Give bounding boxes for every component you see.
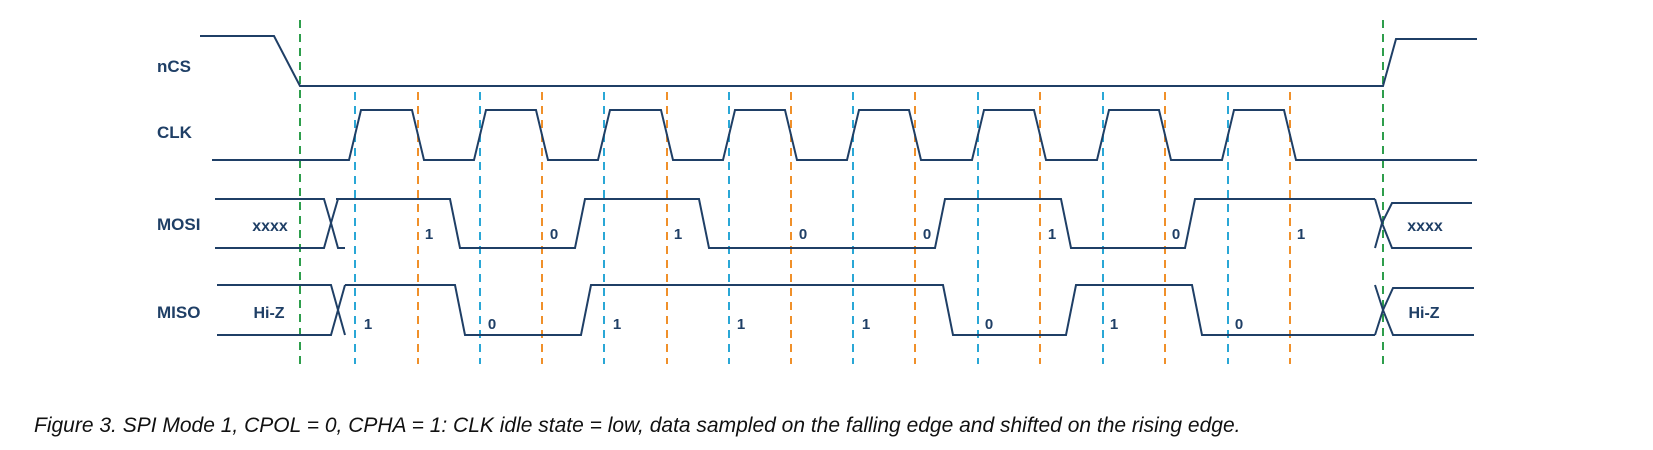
mosi-entry-high (330, 198, 345, 224)
miso-bit-label: 0 (985, 316, 993, 333)
miso-entry-low (337, 309, 346, 336)
miso-data-waveform (345, 284, 1375, 336)
mosi-bit-label: 0 (923, 226, 931, 243)
mosi-bit-label: 1 (674, 226, 682, 243)
miso-idle-label-after: Hi-Z (1408, 305, 1439, 322)
ncs-signal-label: nCS (157, 57, 191, 76)
miso-bit-label: 1 (1110, 316, 1118, 333)
mosi-bit-label: 0 (799, 226, 807, 243)
mosi-bit-label: 1 (425, 226, 433, 243)
clk-waveform (212, 109, 1477, 161)
miso-hiz-after (1381, 287, 1474, 336)
mosi-idle-label-before: xxxx (252, 218, 288, 235)
miso-entry-high (337, 284, 346, 311)
clk-signal-label: CLK (157, 123, 193, 142)
mosi-bit-label: 0 (550, 226, 558, 243)
miso-signal-label: MISO (157, 303, 200, 322)
spi-timing-diagram: xxxx xxxx 1 0 1 0 0 1 0 1 Hi-Z Hi-Z 1 0 1 1 1 0 1 0 nCS CLK MO… (157, 20, 1477, 364)
miso-idle-label-before: Hi-Z (253, 305, 284, 322)
mosi-entry-low (330, 222, 345, 249)
mosi-data-waveform (336, 198, 1375, 249)
miso-bit-label: 0 (1235, 316, 1243, 333)
miso-bit-label: 1 (737, 316, 745, 333)
mosi-idle-after (1380, 202, 1472, 249)
figure-caption: Figure 3. SPI Mode 1, CPOL = 0, CPHA = 1… (34, 414, 1241, 437)
mosi-exit (1374, 198, 1384, 249)
miso-bit-label: 0 (488, 316, 496, 333)
mosi-signal-label: MOSI (157, 215, 200, 234)
mosi-idle-label-after: xxxx (1407, 218, 1443, 235)
mosi-bit-label: 1 (1048, 226, 1056, 243)
ncs-waveform (200, 35, 1477, 87)
miso-exit (1374, 284, 1385, 336)
miso-bit-label: 1 (364, 316, 372, 333)
miso-bit-label: 1 (613, 316, 621, 333)
mosi-bit-label: 0 (1172, 226, 1180, 243)
mosi-bit-label: 1 (1297, 226, 1305, 243)
miso-bit-label: 1 (862, 316, 870, 333)
